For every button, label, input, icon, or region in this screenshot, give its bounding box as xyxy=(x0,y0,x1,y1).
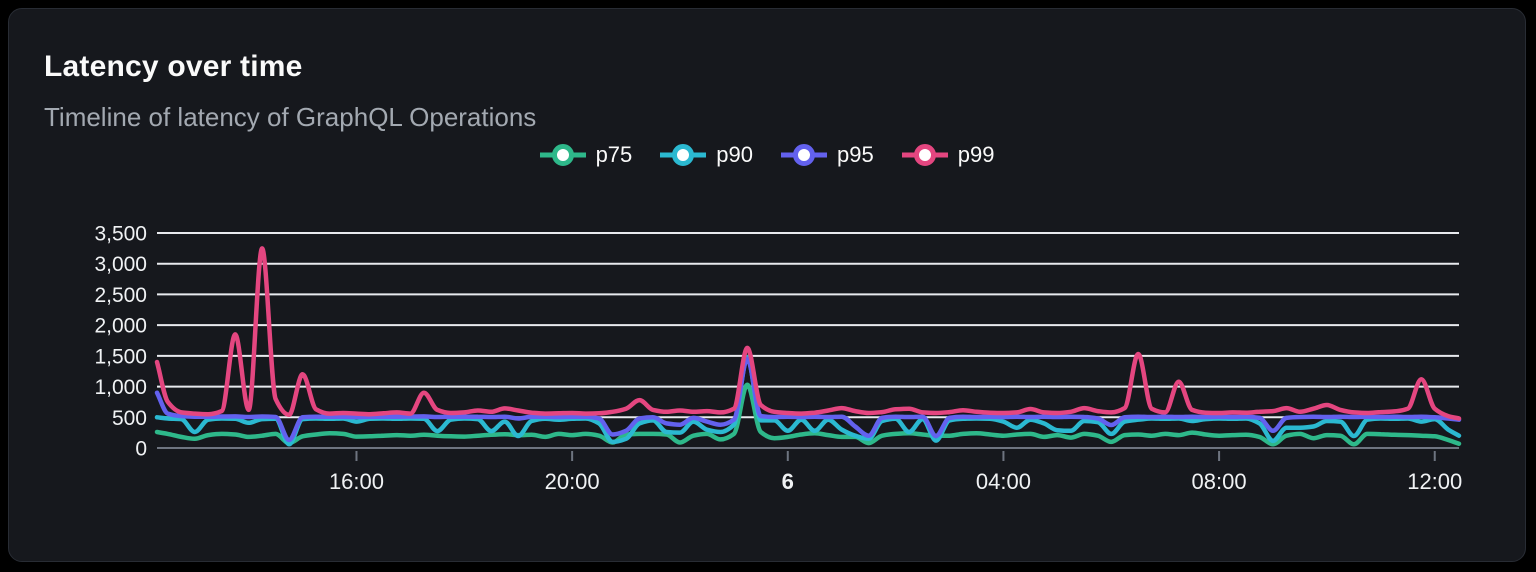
x-tick-label: 6 xyxy=(782,469,794,494)
x-tick-label: 12:00 xyxy=(1407,469,1462,494)
legend-label: p90 xyxy=(716,142,753,167)
y-tick-label: 500 xyxy=(112,407,147,430)
x-tick-label: 16:00 xyxy=(329,469,384,494)
series-line-p90 xyxy=(154,354,1462,447)
chart-legend: p75 p90 p95 p99 xyxy=(9,141,1525,169)
legend-item-p90[interactable]: p90 xyxy=(660,142,753,168)
panel-subtitle: Timeline of latency of GraphQL Operation… xyxy=(44,102,537,132)
series-line-p99 xyxy=(154,246,1462,421)
series-line-p95 xyxy=(154,356,1462,443)
legend-marker-icon xyxy=(901,144,948,166)
legend-marker-icon xyxy=(660,144,707,166)
y-tick-label: 2,000 xyxy=(94,315,147,338)
legend-marker-icon xyxy=(539,144,586,166)
y-tick-label: 2,500 xyxy=(94,284,147,307)
latency-chart[interactable]: 0 500 1,000 1,500 2,000 2,500 3,000 3,500 16:00 2… xyxy=(9,199,1529,534)
latency-panel: Latency over time Timeline of latency of… xyxy=(8,8,1526,562)
y-tick-label: 1,000 xyxy=(94,376,147,399)
legend-label: p99 xyxy=(957,142,995,167)
y-tick-label: 0 xyxy=(135,438,147,461)
legend-label: p95 xyxy=(837,142,874,167)
y-tick-label: 1,500 xyxy=(94,345,147,368)
x-tick-label: 04:00 xyxy=(976,469,1031,494)
legend-item-p99[interactable]: p99 xyxy=(901,142,995,168)
legend-item-p95[interactable]: p95 xyxy=(781,142,874,168)
series-line-p75 xyxy=(154,382,1462,447)
x-tick-label: 20:00 xyxy=(545,469,600,494)
x-tick-label: 08:00 xyxy=(1192,469,1247,494)
legend-label: p75 xyxy=(595,142,633,167)
legend-marker-icon xyxy=(781,144,827,166)
panel-title: Latency over time xyxy=(44,50,303,83)
y-tick-label: 3,500 xyxy=(94,223,147,246)
y-tick-label: 3,000 xyxy=(94,253,147,276)
legend-item-p75[interactable]: p75 xyxy=(539,142,633,168)
